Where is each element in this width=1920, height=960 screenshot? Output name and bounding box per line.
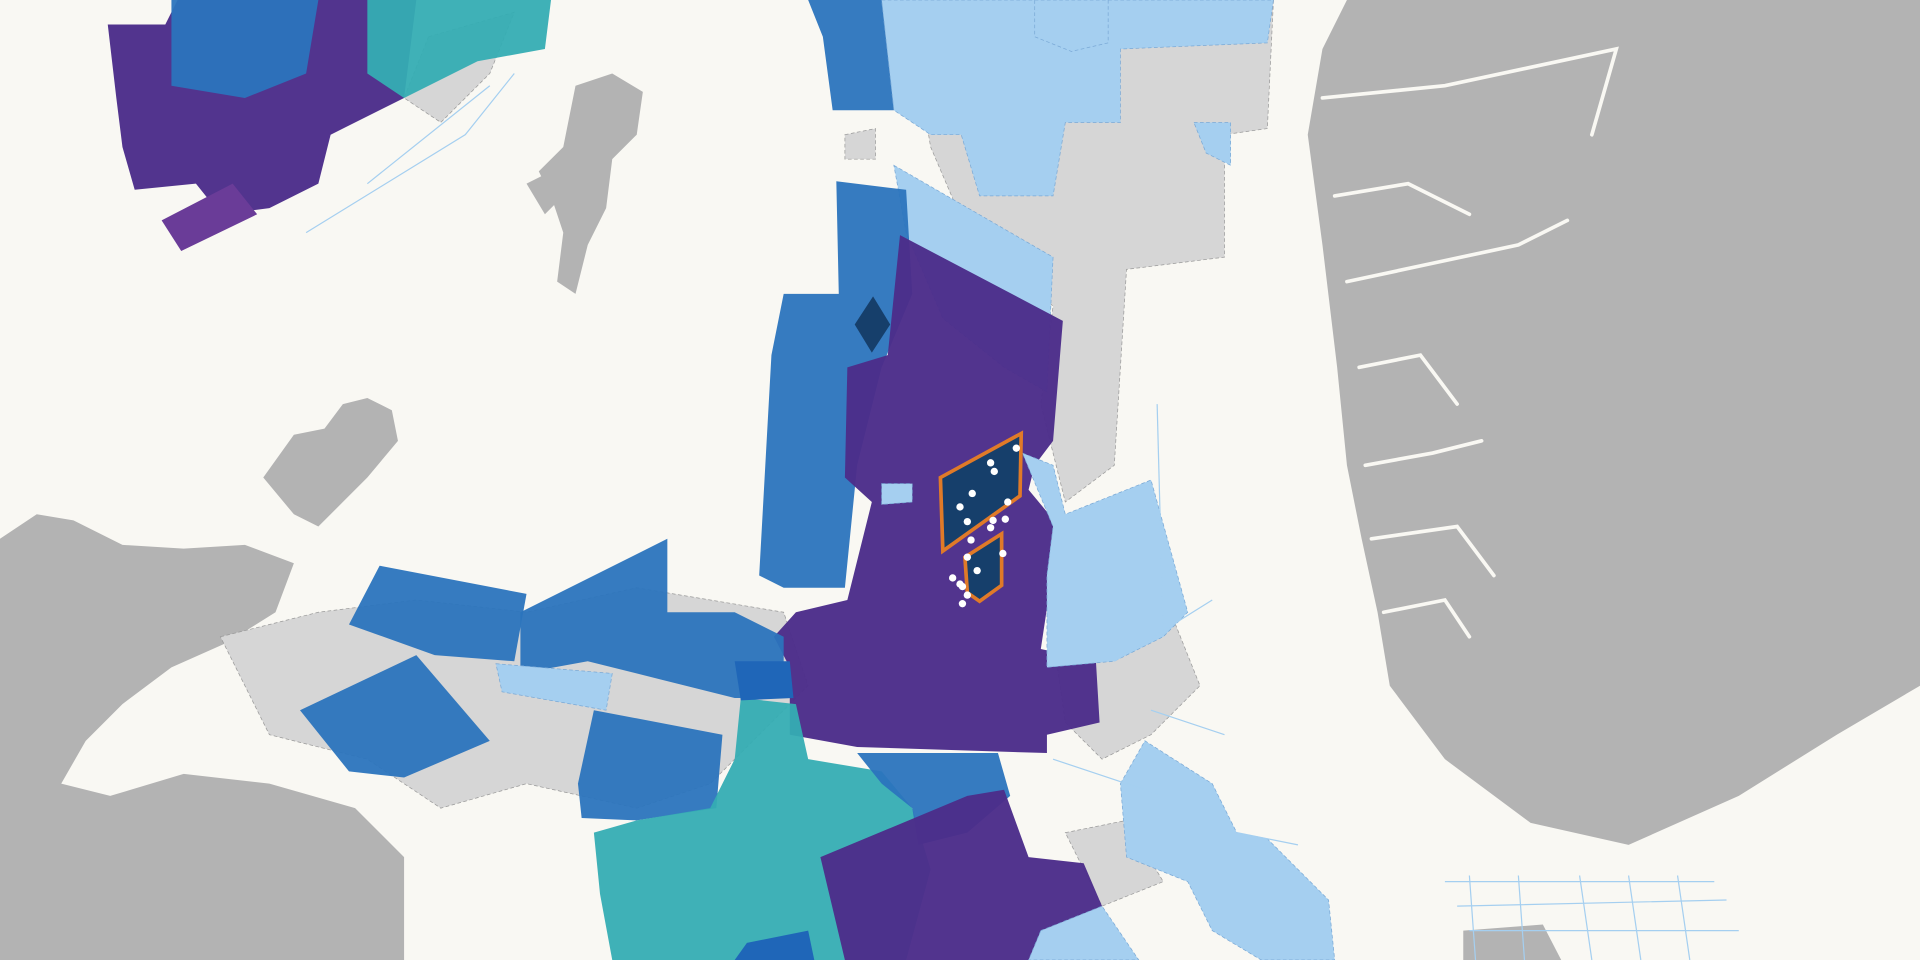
well-marker [967,536,975,544]
block-blue [300,655,490,778]
well-marker [958,582,967,591]
block-blue [348,565,527,662]
selected-areas[interactable] [938,430,1024,604]
pipeline-lines [305,73,1739,960]
well-marker [968,489,976,498]
block-purple [773,235,1100,754]
scotland-landmass [0,514,405,960]
block-blue [577,710,723,821]
denmark-tip [1463,924,1562,960]
shetland-islands [538,73,643,294]
well-marker [1001,515,1009,523]
block-teal [367,0,552,98]
block-purple [161,183,258,252]
block-blue [759,181,913,588]
block-lightblue [1021,452,1189,668]
well-marker [963,591,972,599]
well-marker [986,524,995,532]
block-lightblue [495,663,613,711]
well-marker [958,600,967,608]
licence-area [844,128,876,160]
block-navy [854,296,891,353]
norway-landmass [1307,0,1920,845]
well-markers [948,444,1020,608]
well-marker [948,574,957,582]
blocks-layer [107,0,1336,960]
well-marker [989,516,997,525]
well-marker [956,503,964,511]
well-marker [963,553,972,561]
shetland-islands-west [526,171,564,215]
block-lightblue [881,0,1274,197]
block-blue [734,930,815,960]
block-lightblue [1028,905,1140,960]
well-marker [990,467,998,476]
block-blue [520,538,784,698]
well-marker [1004,498,1012,506]
well-marker [999,549,1007,558]
block-purple [820,789,1103,960]
block-lightblue [1034,0,1109,52]
selected-licence-north[interactable] [938,430,1024,555]
well-marker [963,517,972,526]
block-blue [734,661,794,701]
selected-licence-south[interactable] [962,530,1004,604]
well-marker [973,566,981,575]
block-lightblue [881,483,913,505]
orkney-islands [263,397,398,527]
norway-fjords [1320,46,1619,639]
block-blue [171,0,319,98]
well-marker [986,459,995,467]
well-marker [1012,444,1020,452]
block-lightblue [1120,740,1336,960]
